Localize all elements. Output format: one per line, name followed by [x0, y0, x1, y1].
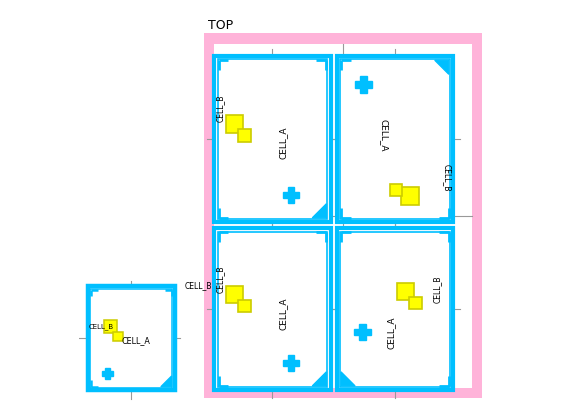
Bar — [390, 184, 402, 196]
Bar — [214, 56, 331, 222]
Bar — [238, 129, 251, 142]
Text: CELL_A: CELL_A — [379, 119, 389, 151]
Polygon shape — [312, 372, 327, 386]
Bar — [113, 332, 123, 341]
Bar — [204, 33, 482, 398]
Bar — [401, 187, 418, 205]
Polygon shape — [354, 324, 371, 340]
Text: CELL_A: CELL_A — [279, 297, 288, 330]
Bar — [218, 59, 327, 219]
Text: CELL_B: CELL_B — [432, 276, 441, 303]
Text: TOP: TOP — [208, 19, 233, 32]
Text: CELL_B: CELL_B — [185, 281, 212, 290]
Polygon shape — [102, 368, 113, 379]
Polygon shape — [161, 376, 172, 387]
Bar — [226, 286, 243, 303]
Bar — [214, 44, 472, 388]
Text: CELL_A: CELL_A — [121, 336, 150, 345]
Polygon shape — [312, 204, 327, 218]
Bar — [90, 289, 172, 388]
Bar — [238, 300, 251, 312]
Bar — [337, 56, 453, 222]
Bar — [409, 297, 422, 309]
Bar — [218, 232, 327, 387]
Text: CELL_B: CELL_B — [443, 164, 451, 191]
Text: CELL_B: CELL_B — [88, 323, 114, 330]
Bar — [88, 286, 175, 390]
Bar — [103, 320, 117, 333]
Bar — [340, 59, 449, 219]
Text: CELL_B: CELL_B — [216, 95, 225, 122]
Bar — [397, 283, 414, 300]
Bar — [340, 232, 449, 387]
Polygon shape — [283, 187, 300, 203]
Polygon shape — [355, 76, 372, 93]
Bar — [226, 115, 243, 133]
Polygon shape — [283, 355, 300, 371]
Bar — [337, 228, 453, 390]
Polygon shape — [435, 60, 449, 74]
Text: CELL_A: CELL_A — [279, 127, 288, 159]
Polygon shape — [341, 372, 355, 386]
Bar — [214, 228, 331, 390]
Text: CELL_B: CELL_B — [216, 265, 225, 293]
Text: CELL_A: CELL_A — [387, 317, 396, 349]
